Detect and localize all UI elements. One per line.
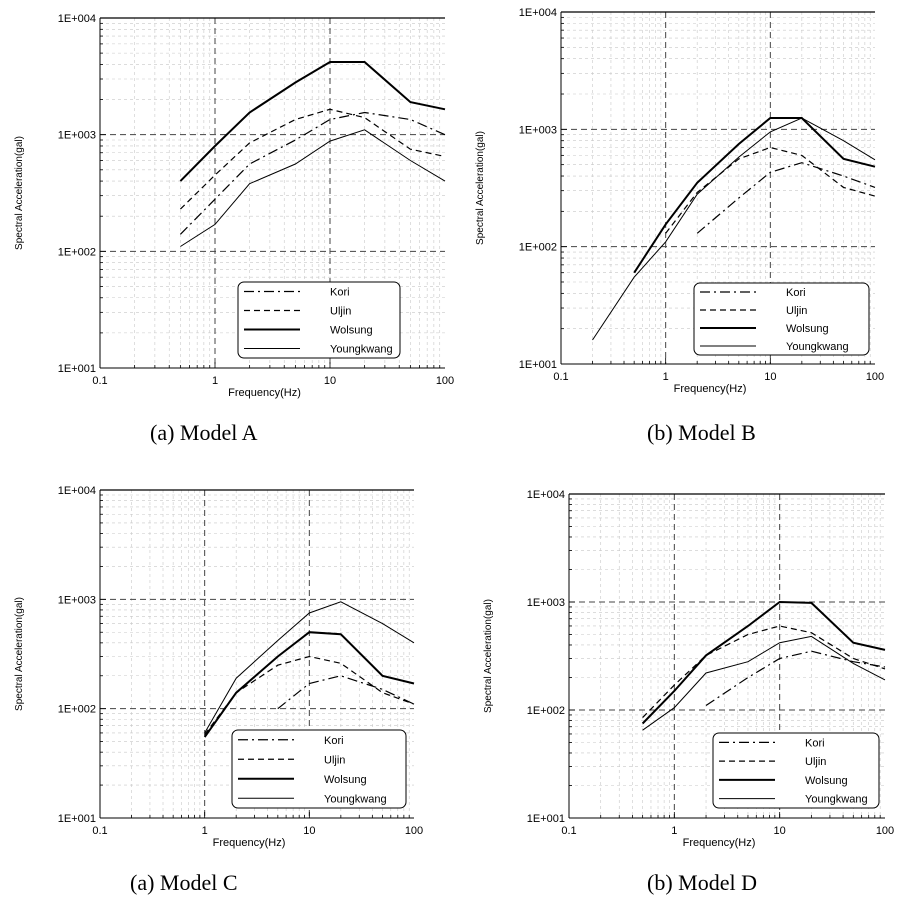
legend-label-wolsung: Wolsung: [330, 325, 373, 337]
x-tick-label: 1: [663, 371, 669, 383]
x-tick-label: 100: [876, 825, 894, 837]
series-line-uljin: [642, 625, 886, 719]
series-line-uljin: [665, 146, 876, 234]
x-axis-label: Frequency(Hz): [674, 383, 747, 395]
x-tick-label: 10: [764, 371, 776, 383]
y-tick-label: 1E+003: [527, 597, 565, 609]
y-tick-label: 1E+001: [527, 813, 565, 825]
legend-label-youngkwang: Youngkwang: [805, 794, 868, 806]
x-tick-label: 1: [212, 375, 218, 387]
legend-label-wolsung: Wolsung: [786, 323, 829, 335]
chart-c-svg: 1E+001 1E+002 1E+003 1E+004 0.1 1 10 100 Frequen…: [14, 485, 423, 849]
series-line-wolsung: [641, 600, 886, 725]
y-tick-label: 1E+004: [519, 7, 557, 19]
x-tick-label: 100: [866, 371, 884, 383]
caption-a: (a) Model A: [150, 420, 258, 445]
series-line-youngkwang: [204, 601, 415, 734]
x-tick-label: 10: [774, 825, 786, 837]
chart-panel-c: 1E+001 1E+002 1E+003 1E+004 0.1 1 10 100 Frequen…: [0, 450, 449, 900]
series-line-youngkwang: [592, 117, 876, 341]
series-line-wolsung: [633, 117, 876, 274]
legend-box: [237, 281, 401, 359]
y-tick-label: 1E+001: [519, 359, 557, 371]
y-tick-label: 1E+002: [527, 705, 565, 717]
y-axis-label: Spectral Acceleration(gal): [14, 136, 25, 250]
y-tick-label: 1E+003: [58, 594, 96, 606]
legend-label-kori: Kori: [805, 737, 825, 749]
chart-b-svg: 1E+001 1E+002 1E+003 1E+004 0.1 1 10 100 Frequen…: [475, 7, 884, 395]
legend-label-kori: Kori: [786, 287, 806, 299]
legend-label-kori: Kori: [330, 287, 350, 299]
minor-grid: [100, 18, 445, 368]
y-tick-label: 1E+001: [58, 813, 96, 825]
series-line-kori: [277, 675, 415, 710]
legend-label-uljin: Uljin: [330, 306, 351, 318]
y-axis-label: Spectral Acceleration(gal): [483, 599, 494, 713]
chart-d-svg: 1E+001 1E+002 1E+003 1E+004 0.1 1 10 100 Frequen…: [483, 489, 894, 849]
chart-a-svg: 1E+001 1E+002 1E+003 1E+004 0.1 1 10 100 Frequen…: [14, 13, 454, 399]
series-line-wolsung: [179, 61, 446, 182]
y-tick-label: 1E+001: [58, 363, 96, 375]
legend-label-youngkwang: Youngkwang: [324, 793, 387, 805]
x-tick-label: 100: [436, 375, 454, 387]
y-tick-label: 1E+004: [58, 485, 96, 497]
x-axis-label: Frequency(Hz): [683, 837, 756, 849]
chart-panel-a: 1E+001 1E+002 1E+003 1E+004 0.1 1 10 100 Frequen…: [0, 0, 454, 450]
x-tick-label: 0.1: [561, 825, 576, 837]
legend-label-uljin: Uljin: [786, 305, 807, 317]
series-line-wolsung: [203, 631, 415, 738]
legend-label-wolsung: Wolsung: [324, 774, 367, 786]
chart-panel-d: 1E+001 1E+002 1E+003 1E+004 0.1 1 10 100 Frequen…: [449, 450, 898, 900]
series-line-youngkwang: [180, 129, 446, 247]
x-axis-label: Frequency(Hz): [228, 387, 301, 399]
legend-label-youngkwang: Youngkwang: [786, 341, 849, 353]
y-tick-label: 1E+003: [58, 130, 96, 142]
legend-box: [712, 732, 880, 809]
x-axis-label: Frequency(Hz): [213, 837, 286, 849]
legend-label-youngkwang: Youngkwang: [330, 344, 393, 356]
x-tick-label: 0.1: [553, 371, 568, 383]
x-tick-label: 10: [303, 825, 315, 837]
series-line-kori: [705, 650, 886, 706]
x-tick-label: 0.1: [92, 825, 107, 837]
x-tick-label: 1: [671, 825, 677, 837]
y-tick-label: 1E+002: [519, 242, 557, 254]
y-tick-label: 1E+004: [58, 13, 96, 25]
y-tick-label: 1E+003: [519, 124, 557, 136]
y-tick-label: 1E+004: [527, 489, 565, 501]
legend-label-uljin: Uljin: [324, 754, 345, 766]
x-tick-label: 1: [202, 825, 208, 837]
chart-panel-b: 1E+001 1E+002 1E+003 1E+004 0.1 1 10 100 Frequen…: [449, 0, 898, 450]
caption-b: (b) Model B: [647, 420, 756, 445]
legend-box: [231, 729, 407, 809]
x-tick-label: 0.1: [92, 375, 107, 387]
x-tick-label: 10: [324, 375, 336, 387]
y-axis-label: Spectral Acceleration(gal): [14, 597, 25, 711]
x-tick-label: 100: [405, 825, 423, 837]
legend-box: [693, 282, 870, 356]
y-tick-label: 1E+002: [58, 704, 96, 716]
legend-label-kori: Kori: [324, 735, 344, 747]
legend-label-wolsung: Wolsung: [805, 775, 848, 787]
caption-d: (b) Model D: [647, 870, 757, 895]
y-axis-label: Spectral Acceleration(gal): [475, 131, 486, 245]
series-line-uljin: [179, 108, 446, 210]
y-tick-label: 1E+002: [58, 246, 96, 258]
series-line-kori: [696, 162, 876, 234]
series-line-kori: [179, 111, 446, 235]
series-line-youngkwang: [642, 635, 886, 731]
legend-label-uljin: Uljin: [805, 756, 826, 768]
caption-c: (a) Model C: [130, 870, 238, 895]
